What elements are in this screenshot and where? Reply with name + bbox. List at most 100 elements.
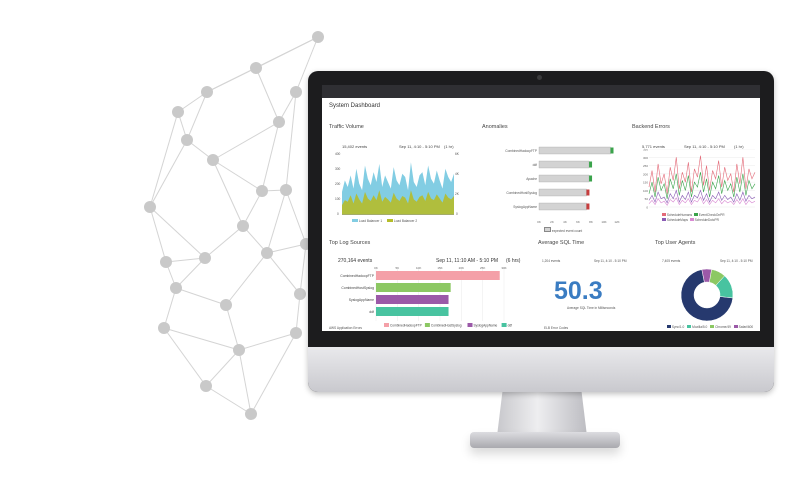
backend-y-tick: 200 bbox=[643, 172, 648, 176]
avg-sql-title[interactable]: Average SQL Time bbox=[538, 240, 585, 246]
user-agents-legend-item: Mozilla/5.0 bbox=[692, 325, 708, 329]
backend-errors-title[interactable]: Backend Errors bbox=[632, 124, 670, 130]
backend-series-line bbox=[648, 196, 756, 206]
anomalies-chart: CombinedHadoopFTP ddf Apache CombinedHostSy… bbox=[505, 146, 620, 224]
anomaly-x-tick: 10K bbox=[601, 220, 606, 224]
anomaly-marker bbox=[586, 189, 590, 196]
top-user-agents-chart bbox=[680, 268, 734, 322]
backend-y-tick: 350 bbox=[643, 149, 648, 152]
user-agents-legend-item: Safari/600 bbox=[738, 325, 754, 329]
anomaly-x-tick: 8K bbox=[589, 220, 593, 224]
mesh-edge bbox=[299, 243, 307, 295]
avg-sql-time-range: Sep 11, 4:10 - 5:10 PM bbox=[594, 259, 627, 263]
legend-swatch-navy bbox=[667, 325, 671, 328]
anomalies-legend: expected event count bbox=[544, 227, 582, 233]
mesh-edge bbox=[261, 121, 280, 192]
mesh-node bbox=[233, 344, 245, 356]
mesh-edge bbox=[238, 332, 297, 351]
mesh-node bbox=[170, 282, 182, 294]
traffic-y-tick: 300 bbox=[335, 167, 341, 171]
traffic-volume-chart bbox=[342, 162, 454, 215]
traffic-y-tick: 100 bbox=[335, 197, 341, 201]
mesh-edge bbox=[266, 252, 301, 295]
traffic-y-tick-right: 6K bbox=[455, 152, 459, 156]
backend-y-tick: 50 bbox=[645, 197, 649, 201]
mesh-edge bbox=[295, 36, 319, 93]
mesh-node bbox=[290, 327, 302, 339]
log-sources-x-tick: 0K bbox=[374, 267, 378, 270]
backend-legend-item: ScheduleHumans bbox=[666, 213, 693, 217]
mesh-node bbox=[237, 220, 249, 232]
traffic-legend-item: Load Balancer 1 bbox=[358, 219, 383, 223]
mesh-node bbox=[294, 288, 306, 300]
traffic-volume-title[interactable]: Traffic Volume bbox=[329, 124, 364, 130]
legend-swatch-green bbox=[710, 325, 715, 328]
mesh-node bbox=[245, 408, 257, 420]
anomaly-bar bbox=[538, 146, 611, 155]
mesh-node bbox=[261, 247, 273, 259]
anomaly-bar bbox=[538, 188, 587, 197]
legend-swatch-purple bbox=[662, 218, 666, 221]
avg-sql-caption: Average SQL Time in Milliseconds bbox=[567, 306, 616, 310]
backend-y-tick: 250 bbox=[643, 164, 648, 168]
log-source-category-label: CombinedHostSyslog bbox=[341, 286, 374, 290]
backend-legend-item: ScheduleDotcPR bbox=[694, 218, 719, 222]
log-source-legend-swatch bbox=[424, 323, 430, 327]
avg-sql-event-count: 1,204 events bbox=[542, 259, 561, 263]
traffic-y-tick-right: 0 bbox=[456, 212, 458, 216]
anomaly-x-tick: 0K bbox=[537, 220, 541, 224]
anomaly-category-label: SyslogAppName bbox=[513, 205, 537, 209]
aws-errors-title[interactable]: AWS Application Errors bbox=[329, 326, 363, 330]
mesh-node bbox=[290, 86, 302, 98]
backend-y-tick: 100 bbox=[643, 189, 648, 193]
log-source-legend-label: CombinedHadoopFTP bbox=[390, 324, 422, 328]
mesh-edge bbox=[149, 206, 206, 259]
mesh-edge bbox=[242, 190, 263, 227]
log-sources-time-range: Sep 11, 11:10 AM - 5:10 PM bbox=[436, 258, 499, 264]
backend-y-tick: 0 bbox=[646, 206, 648, 210]
anomaly-x-tick: 4K bbox=[563, 220, 567, 224]
anomaly-marker bbox=[586, 203, 590, 210]
legend-swatch-gray bbox=[544, 227, 551, 232]
mesh-edge bbox=[238, 349, 252, 415]
mesh-edge bbox=[165, 257, 206, 263]
log-source-category-label: ddf bbox=[369, 310, 374, 314]
backend-event-count: 5,771 events bbox=[642, 144, 665, 149]
mesh-edge bbox=[149, 206, 167, 263]
backend-legend-item: EventCheckOnPR bbox=[698, 213, 725, 217]
anomalies-title[interactable]: Anomalies bbox=[482, 124, 508, 130]
elb-error-codes-title[interactable]: ELB Error Codes bbox=[544, 326, 569, 330]
log-sources-x-tick: 25K bbox=[480, 267, 485, 270]
anomaly-x-tick: 12K bbox=[614, 220, 619, 224]
top-log-sources-title[interactable]: Top Log Sources bbox=[329, 240, 371, 246]
log-source-legend-label: ddf bbox=[508, 324, 513, 328]
mesh-node bbox=[201, 86, 213, 98]
mesh-edge bbox=[285, 189, 307, 245]
legend-swatch-pink bbox=[689, 218, 694, 221]
mesh-node bbox=[160, 256, 172, 268]
log-source-legend-swatch bbox=[467, 323, 473, 327]
traffic-legend: Load Balancer 1 Load Balancer 2 bbox=[352, 219, 417, 223]
backend-interval: (1 hr) bbox=[734, 144, 744, 149]
log-source-category-label: CombinedHadoopFTP bbox=[340, 274, 374, 278]
legend-swatch-purple bbox=[733, 325, 738, 328]
mesh-edge bbox=[175, 257, 206, 289]
anomaly-category-label: ddf bbox=[533, 163, 538, 167]
anomaly-x-tick: 6K bbox=[576, 220, 580, 224]
mesh-edge bbox=[205, 385, 252, 415]
top-user-agents-title[interactable]: Top User Agents bbox=[655, 240, 696, 246]
log-sources-x-tick: 5K bbox=[395, 267, 399, 270]
anomaly-bar bbox=[538, 202, 587, 211]
mesh-edge bbox=[266, 189, 287, 254]
backend-series-line bbox=[648, 189, 756, 204]
monitor-chin bbox=[308, 347, 774, 392]
log-sources-x-tick: 15K bbox=[437, 267, 442, 270]
traffic-y-tick: 0 bbox=[337, 212, 339, 216]
mesh-node bbox=[181, 134, 193, 146]
mesh-node bbox=[158, 322, 170, 334]
log-source-bar bbox=[376, 283, 451, 292]
legend-swatch-green bbox=[693, 213, 698, 216]
mesh-node bbox=[256, 185, 268, 197]
user-agents-legend: Sync/1.0 Mozilla/5.0 Chrome/49 Safari/60… bbox=[667, 325, 753, 329]
